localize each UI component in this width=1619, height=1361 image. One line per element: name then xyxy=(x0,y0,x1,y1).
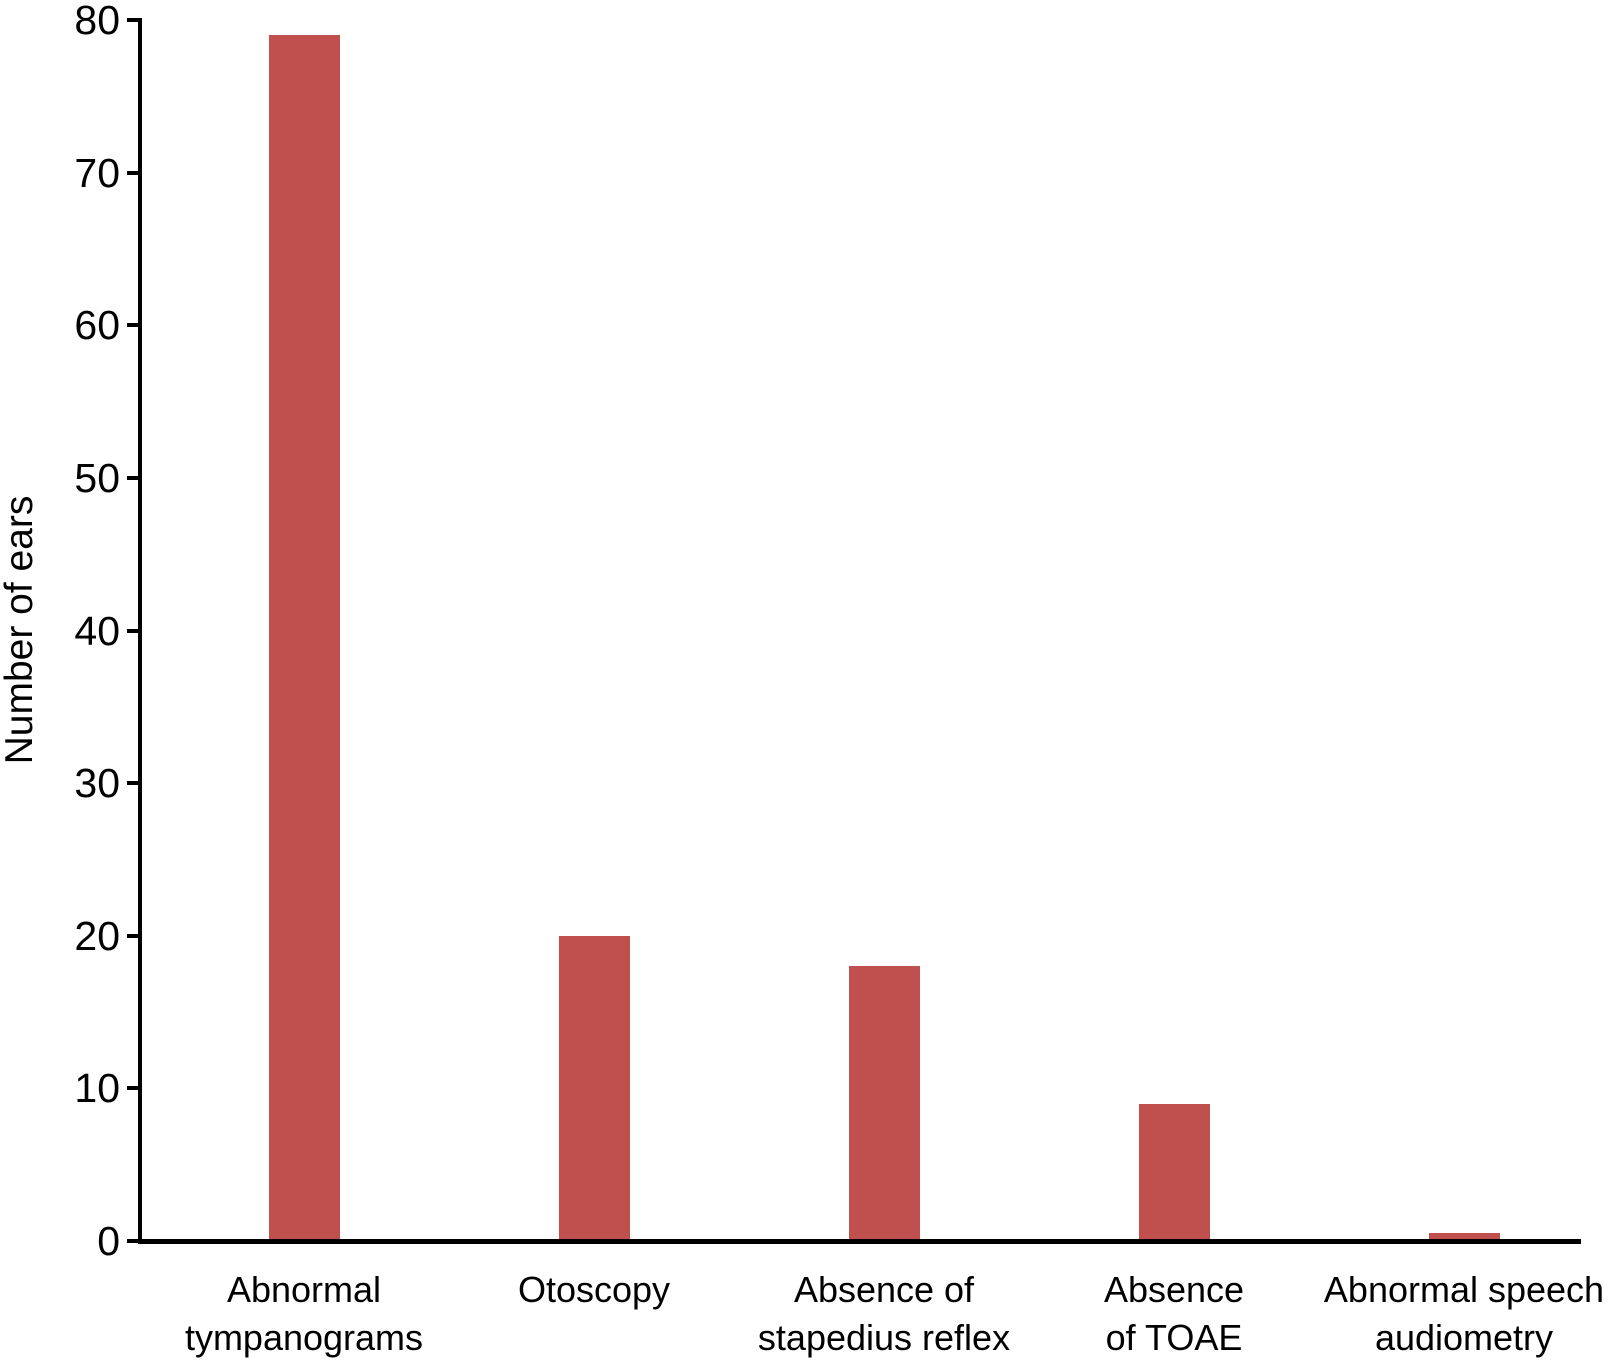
x-axis-label: Absence of TOAE xyxy=(1103,1269,1245,1358)
x-axis-label: Otoscopy xyxy=(517,1269,671,1310)
x-axis-line xyxy=(138,1239,1581,1244)
y-tick-label: 50 xyxy=(74,454,120,501)
plot-area: 0 10 20 30 40 50 60 70 80 Abnormal tympanograms O… xyxy=(74,0,1604,1358)
y-tick-mark xyxy=(127,170,142,175)
y-tick-label: 70 xyxy=(74,149,120,196)
bar xyxy=(1428,1233,1500,1241)
y-tick-mark xyxy=(127,933,142,938)
y-tick-mark xyxy=(127,1086,142,1091)
y-tick-label: 60 xyxy=(74,302,120,349)
y-tick-label: 30 xyxy=(74,760,120,807)
y-tick-label: 40 xyxy=(74,607,120,654)
x-axis-label: Abnormal tympanograms xyxy=(184,1269,424,1358)
y-tick-mark xyxy=(127,1239,142,1243)
x-axis-label: Abnormal speech audiometry xyxy=(1323,1269,1605,1358)
y-tick-mark xyxy=(127,781,142,786)
bar xyxy=(558,935,630,1241)
y-tick-label: 80 xyxy=(74,0,120,43)
bar xyxy=(268,35,340,1241)
y-tick-mark xyxy=(127,628,142,633)
y-axis-line xyxy=(138,20,142,1243)
y-tick-label: 10 xyxy=(74,1065,120,1112)
y-tick-mark xyxy=(127,475,142,480)
bar xyxy=(848,966,920,1241)
y-tick-label: 0 xyxy=(97,1218,120,1264)
y-tick-mark xyxy=(127,18,142,22)
x-axis-label: Absence of stapedius reflex xyxy=(757,1269,1011,1358)
y-tick-label: 20 xyxy=(74,912,120,959)
bar xyxy=(1138,1103,1210,1241)
y-tick-mark xyxy=(127,323,142,328)
